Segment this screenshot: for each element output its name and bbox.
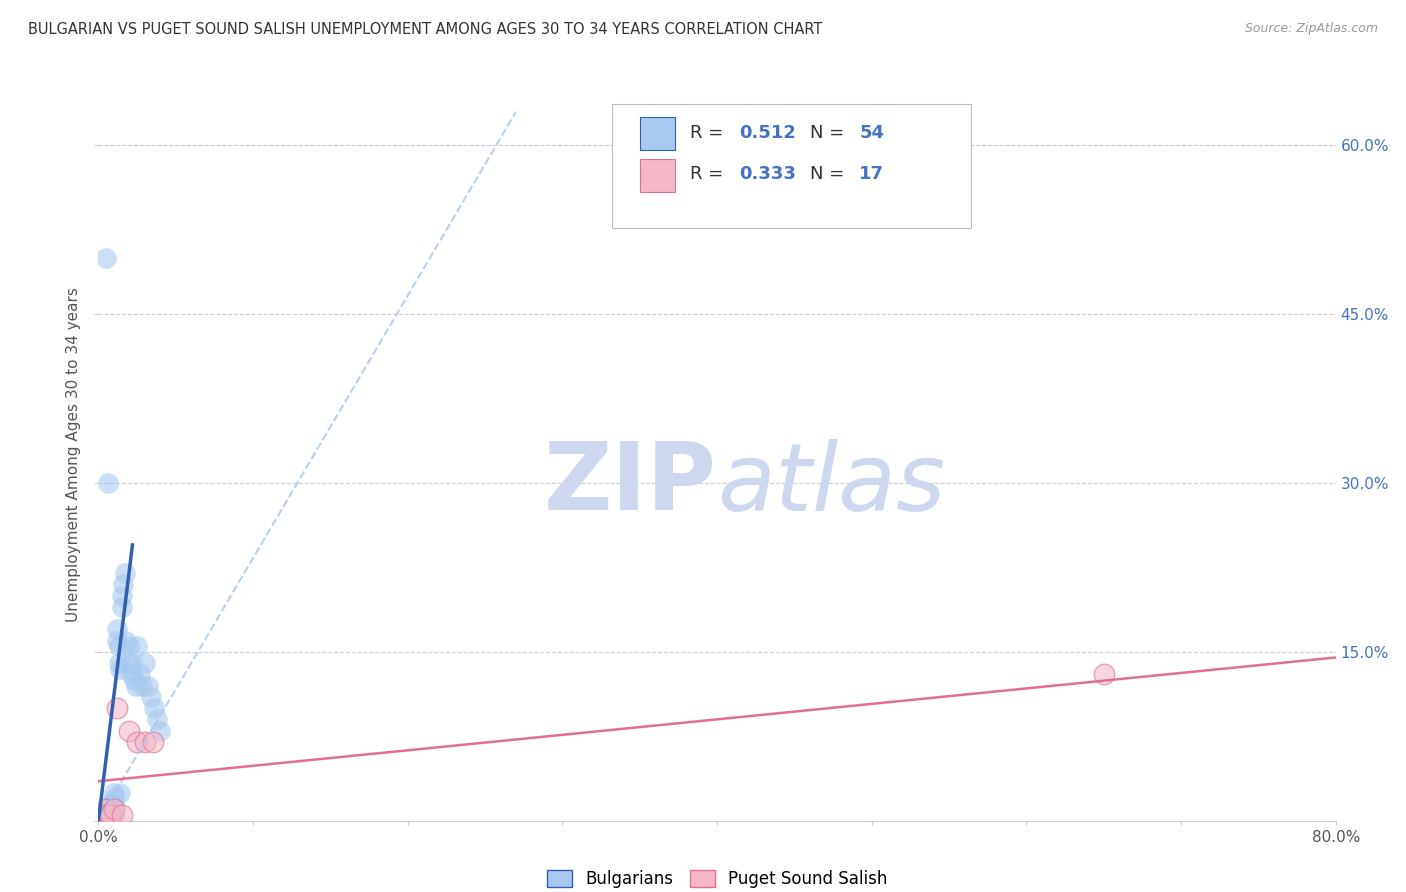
Point xyxy=(96,808,118,822)
Point xyxy=(96,808,118,822)
Point xyxy=(129,667,152,681)
Point xyxy=(98,802,121,816)
Point xyxy=(100,797,122,811)
Text: R =: R = xyxy=(690,164,728,183)
Point xyxy=(108,662,131,676)
Point xyxy=(96,808,118,822)
Text: BULGARIAN VS PUGET SOUND SALISH UNEMPLOYMENT AMONG AGES 30 TO 34 YEARS CORRELATI: BULGARIAN VS PUGET SOUND SALISH UNEMPLOY… xyxy=(28,22,823,37)
Point xyxy=(96,808,118,822)
Bar xyxy=(640,117,675,150)
Point xyxy=(103,802,125,816)
Point xyxy=(103,791,125,805)
Point xyxy=(103,808,125,822)
Point xyxy=(115,633,138,648)
Point xyxy=(91,808,114,822)
Point xyxy=(101,802,124,816)
Point xyxy=(111,808,134,822)
Text: Source: ZipAtlas.com: Source: ZipAtlas.com xyxy=(1244,22,1378,36)
Point xyxy=(98,808,121,822)
Text: N =: N = xyxy=(810,124,849,142)
FancyBboxPatch shape xyxy=(612,103,970,228)
Point xyxy=(127,639,149,653)
Point xyxy=(134,735,156,749)
Point xyxy=(124,679,146,693)
Point xyxy=(96,808,118,822)
Point xyxy=(105,701,128,715)
Point xyxy=(117,656,139,670)
Point xyxy=(127,735,149,749)
Text: 54: 54 xyxy=(859,124,884,142)
Point xyxy=(121,656,143,670)
Point xyxy=(134,656,156,670)
Point xyxy=(98,808,121,822)
Point xyxy=(103,808,125,822)
Point xyxy=(136,679,159,693)
Text: ZIP: ZIP xyxy=(544,438,717,530)
Point xyxy=(118,723,141,738)
Point xyxy=(112,577,135,591)
Point xyxy=(103,802,125,816)
Text: R =: R = xyxy=(690,124,728,142)
Point xyxy=(101,808,124,822)
Point xyxy=(98,808,121,822)
Point xyxy=(142,735,165,749)
Point xyxy=(103,797,125,811)
Text: 0.333: 0.333 xyxy=(740,164,796,183)
Bar xyxy=(640,159,675,192)
Point xyxy=(118,639,141,653)
Point xyxy=(93,808,115,822)
Point xyxy=(96,802,118,816)
Point xyxy=(131,679,153,693)
Point xyxy=(100,808,122,822)
Text: 0.512: 0.512 xyxy=(740,124,796,142)
Point xyxy=(96,808,118,822)
Point xyxy=(120,667,142,681)
Point xyxy=(96,251,118,265)
Point xyxy=(111,589,134,603)
Text: 17: 17 xyxy=(859,164,884,183)
Point xyxy=(111,599,134,614)
Point xyxy=(108,785,131,799)
Text: atlas: atlas xyxy=(717,439,945,530)
Text: N =: N = xyxy=(810,164,849,183)
Point xyxy=(96,808,118,822)
Point xyxy=(105,633,128,648)
Point xyxy=(97,476,120,491)
Point xyxy=(122,673,145,687)
Point xyxy=(97,808,120,822)
Legend: Bulgarians, Puget Sound Salish: Bulgarians, Puget Sound Salish xyxy=(538,862,896,892)
Point xyxy=(96,808,118,822)
Point xyxy=(98,802,121,816)
Y-axis label: Unemployment Among Ages 30 to 34 years: Unemployment Among Ages 30 to 34 years xyxy=(66,287,82,623)
Point xyxy=(149,723,172,738)
Point xyxy=(98,808,121,822)
Point xyxy=(143,701,166,715)
Point xyxy=(139,690,162,704)
Point xyxy=(146,712,169,726)
Point xyxy=(114,566,136,580)
Point xyxy=(98,802,121,816)
Point xyxy=(96,808,118,822)
Point xyxy=(107,656,129,670)
Point xyxy=(105,623,128,637)
Point xyxy=(96,808,118,822)
Point xyxy=(96,808,118,822)
Point xyxy=(107,639,129,653)
Point xyxy=(100,802,122,816)
Point xyxy=(1092,667,1115,681)
Point xyxy=(103,785,125,799)
Point xyxy=(100,808,122,822)
Point xyxy=(101,797,124,811)
